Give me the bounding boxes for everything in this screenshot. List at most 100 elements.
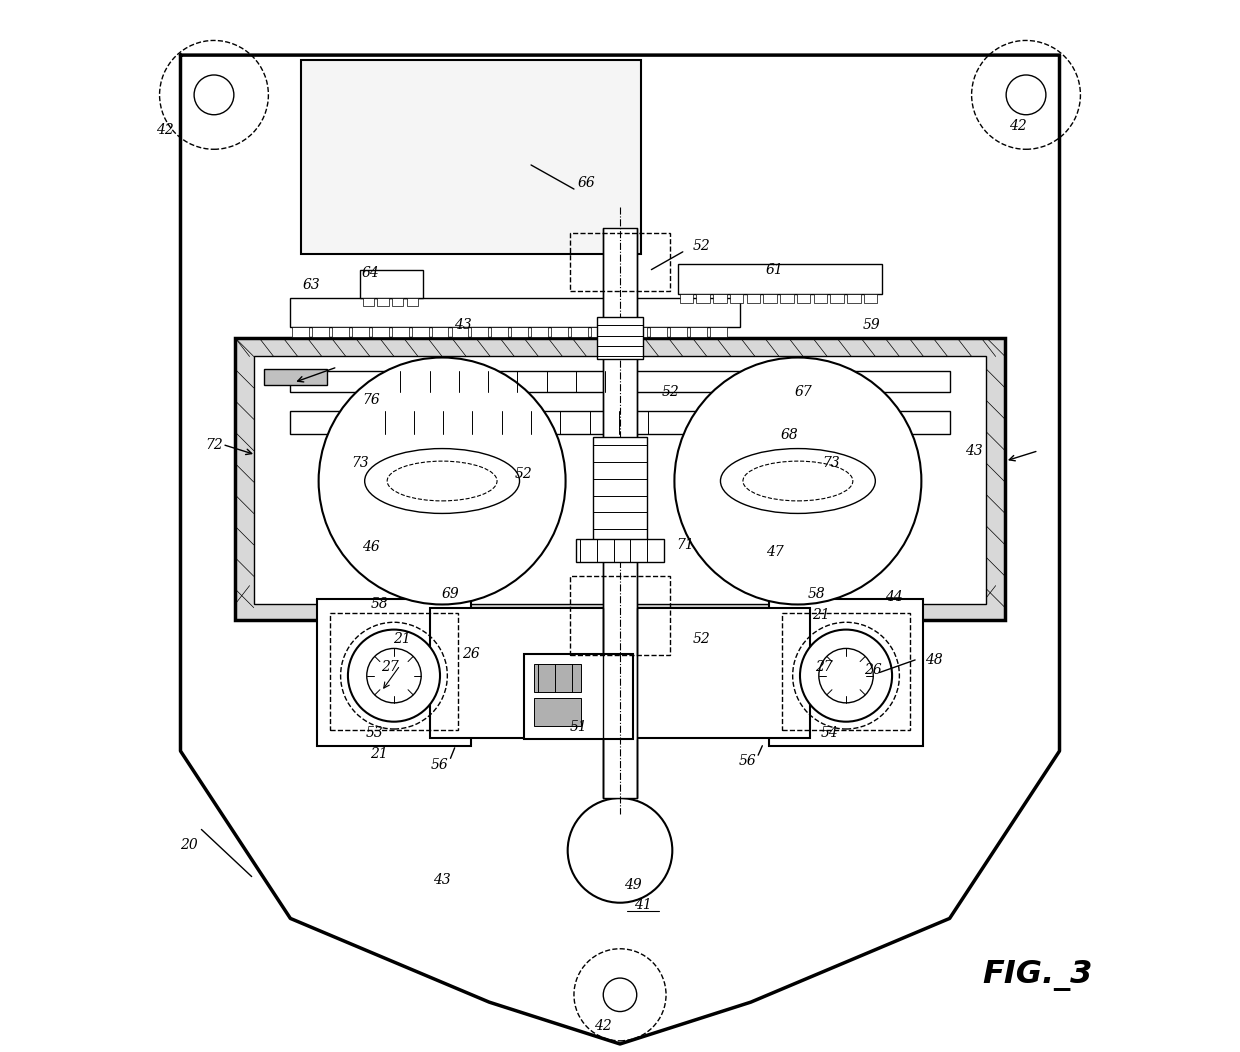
Text: 58: 58 bbox=[807, 587, 826, 601]
Text: 48: 48 bbox=[925, 653, 942, 667]
Text: 47: 47 bbox=[766, 545, 784, 560]
Bar bbox=[330, 613, 458, 730]
Bar bbox=[254, 357, 986, 605]
Bar bbox=[392, 327, 409, 337]
Bar bbox=[316, 600, 471, 746]
Text: 71: 71 bbox=[676, 538, 693, 552]
Text: 73: 73 bbox=[352, 457, 370, 470]
Bar bbox=[677, 264, 882, 294]
Text: 21: 21 bbox=[812, 608, 830, 622]
Text: 72: 72 bbox=[205, 439, 223, 452]
Text: 27: 27 bbox=[381, 661, 398, 674]
Bar bbox=[671, 327, 687, 337]
Bar bbox=[610, 327, 627, 337]
Bar bbox=[713, 294, 727, 303]
Circle shape bbox=[800, 629, 892, 722]
Bar bbox=[630, 327, 647, 337]
Bar bbox=[377, 298, 388, 306]
Text: 54: 54 bbox=[821, 726, 838, 741]
Text: 21: 21 bbox=[393, 632, 412, 646]
Bar bbox=[782, 613, 910, 730]
Bar bbox=[471, 327, 489, 337]
Bar bbox=[301, 60, 641, 254]
Text: 43: 43 bbox=[454, 318, 472, 332]
Bar bbox=[332, 327, 348, 337]
Bar bbox=[569, 576, 671, 654]
Text: 26: 26 bbox=[864, 664, 882, 677]
Circle shape bbox=[675, 358, 921, 605]
Text: 68: 68 bbox=[781, 428, 799, 442]
Ellipse shape bbox=[720, 448, 875, 513]
Bar bbox=[864, 294, 878, 303]
Text: 44: 44 bbox=[885, 590, 903, 604]
Bar bbox=[691, 327, 707, 337]
Text: 27: 27 bbox=[815, 661, 833, 674]
Circle shape bbox=[1006, 75, 1045, 115]
Text: FIG._3: FIG._3 bbox=[982, 960, 1092, 991]
Bar bbox=[392, 298, 403, 306]
Bar bbox=[290, 411, 950, 433]
Text: 20: 20 bbox=[180, 838, 197, 852]
Text: 52: 52 bbox=[661, 385, 680, 399]
Bar bbox=[590, 327, 608, 337]
Bar bbox=[711, 327, 727, 337]
Text: 59: 59 bbox=[862, 318, 880, 332]
Bar bbox=[603, 228, 637, 798]
Bar bbox=[797, 294, 811, 303]
Text: 52: 52 bbox=[693, 632, 711, 646]
Bar bbox=[831, 294, 844, 303]
Circle shape bbox=[603, 978, 637, 1012]
Bar bbox=[680, 294, 693, 303]
Bar bbox=[534, 664, 582, 692]
Bar bbox=[264, 369, 327, 385]
Text: 61: 61 bbox=[766, 263, 784, 277]
Text: 43: 43 bbox=[433, 873, 451, 887]
Bar bbox=[511, 327, 528, 337]
Bar bbox=[451, 327, 469, 337]
Circle shape bbox=[568, 798, 672, 903]
Bar bbox=[730, 294, 744, 303]
Bar bbox=[780, 294, 794, 303]
Circle shape bbox=[348, 629, 440, 722]
Bar bbox=[764, 294, 777, 303]
Bar bbox=[847, 294, 861, 303]
Bar bbox=[234, 338, 1006, 621]
Text: 69: 69 bbox=[441, 587, 459, 601]
Text: 76: 76 bbox=[362, 393, 379, 407]
Bar bbox=[432, 327, 449, 337]
Bar bbox=[290, 298, 740, 327]
Bar bbox=[551, 327, 568, 337]
Text: 63: 63 bbox=[303, 279, 320, 292]
Text: 42: 42 bbox=[1009, 119, 1027, 134]
Text: 73: 73 bbox=[822, 457, 841, 470]
Ellipse shape bbox=[365, 448, 520, 513]
Text: 52: 52 bbox=[515, 467, 533, 481]
Bar bbox=[569, 232, 671, 290]
Text: 56: 56 bbox=[432, 757, 449, 771]
Bar bbox=[293, 327, 309, 337]
Circle shape bbox=[195, 75, 234, 115]
Text: 26: 26 bbox=[463, 647, 480, 661]
Bar bbox=[523, 653, 632, 740]
Text: 42: 42 bbox=[156, 123, 174, 138]
Bar bbox=[593, 437, 647, 547]
Bar bbox=[534, 697, 582, 726]
Bar bbox=[570, 327, 588, 337]
Text: 53: 53 bbox=[366, 726, 383, 741]
Text: 58: 58 bbox=[371, 598, 388, 611]
Text: 56: 56 bbox=[739, 754, 756, 768]
Bar bbox=[577, 539, 663, 562]
Text: 42: 42 bbox=[594, 1019, 613, 1033]
Bar bbox=[650, 327, 667, 337]
Bar bbox=[813, 294, 827, 303]
Text: 46: 46 bbox=[362, 540, 379, 554]
Bar bbox=[746, 294, 760, 303]
Bar bbox=[407, 298, 418, 306]
Bar bbox=[352, 327, 368, 337]
Text: 64: 64 bbox=[362, 266, 379, 280]
Bar bbox=[697, 294, 711, 303]
Bar bbox=[412, 327, 429, 337]
Circle shape bbox=[319, 358, 565, 605]
Bar bbox=[362, 298, 374, 306]
Text: 49: 49 bbox=[624, 878, 641, 892]
